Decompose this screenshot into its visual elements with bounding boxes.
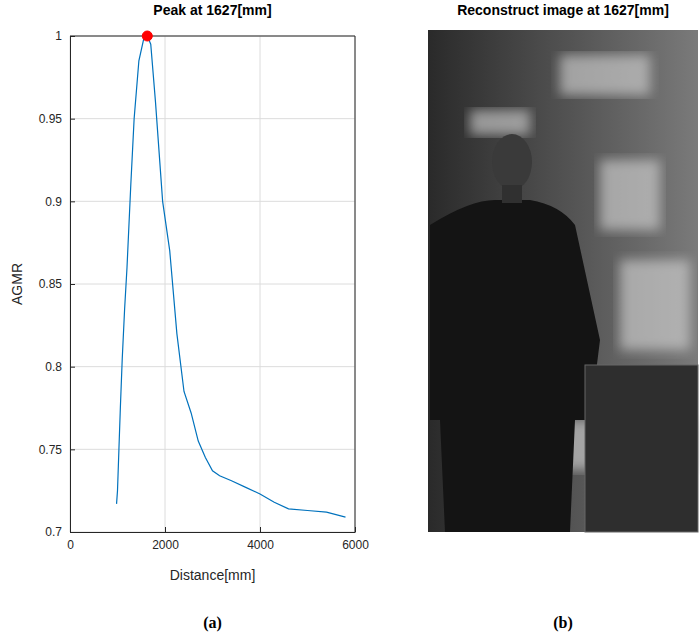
grid-line: [70, 284, 355, 285]
image-object: [585, 365, 698, 532]
grid-line: [70, 36, 355, 37]
tick-label: 2000: [152, 538, 179, 552]
axis-line: [71, 532, 356, 533]
tick-label: 1: [55, 29, 62, 43]
image-title: Reconstruct image at 1627[mm]: [457, 2, 669, 18]
tick: 2000: [152, 527, 179, 552]
reconstructed-image: [428, 30, 700, 532]
tick: 0.95: [39, 112, 75, 126]
tick-mark: [165, 527, 166, 532]
image-light: [620, 260, 690, 350]
tick-label: 0: [67, 538, 74, 552]
tick-mark: [70, 449, 75, 450]
frame: [70, 36, 355, 37]
image-figure: [502, 185, 522, 203]
tick-label: 0.75: [39, 443, 63, 457]
x-axis-title: Distance[mm]: [170, 567, 256, 583]
tick-label: 0.8: [45, 360, 62, 374]
grid-line: [70, 366, 355, 367]
y-axis: 0.7 0.75 0.8 0.85 0.9 0.95 1: [39, 29, 75, 539]
y-axis-title: AGMR: [9, 263, 25, 305]
plot-area: [70, 36, 355, 532]
image-figure: [492, 134, 532, 190]
tick-label: 0.95: [39, 112, 63, 126]
grid-line: [70, 201, 355, 202]
panel-label: (a): [203, 614, 222, 632]
tick-mark: [70, 284, 75, 285]
tick: 0.8: [45, 360, 75, 374]
image-figure: [430, 200, 600, 532]
tick: 0.85: [39, 277, 75, 291]
tick: 0.9: [45, 195, 75, 209]
tick-label: 4000: [247, 538, 274, 552]
grid-line: [70, 532, 355, 533]
tick-mark: [70, 532, 75, 533]
frame: [355, 36, 356, 532]
x-axis: 0 2000 4000 6000: [67, 527, 369, 552]
tick-mark: [260, 527, 261, 532]
tick: 4000: [247, 527, 274, 552]
tick-label: 0.7: [45, 525, 62, 539]
grid-line: [70, 449, 355, 450]
grid-line: [355, 36, 356, 532]
image-background: [428, 30, 698, 532]
tick-mark: [70, 119, 75, 120]
page: 0 2000 4000 6000 0.7 0.75 0.8 0.85 0.9 0.95 1 Peak …: [0, 0, 700, 643]
tick-label: 0.85: [39, 277, 63, 291]
data-line: [117, 36, 346, 517]
image-light: [600, 160, 660, 230]
image-light: [560, 55, 650, 95]
tick: 0.75: [39, 443, 75, 457]
marks: [117, 31, 346, 517]
tick-label: 0.9: [45, 195, 62, 209]
grid: [70, 36, 355, 532]
chart-title: Peak at 1627[mm]: [153, 2, 271, 18]
tick-label: 6000: [342, 538, 369, 552]
tick: 6000: [342, 527, 369, 552]
grid-line: [70, 118, 355, 119]
peak-marker: [142, 31, 152, 41]
image-light: [470, 110, 530, 135]
tick: 0.7: [45, 525, 75, 539]
panel-label: (b): [553, 614, 573, 632]
tick-mark: [70, 201, 75, 202]
tick-mark: [70, 367, 75, 368]
